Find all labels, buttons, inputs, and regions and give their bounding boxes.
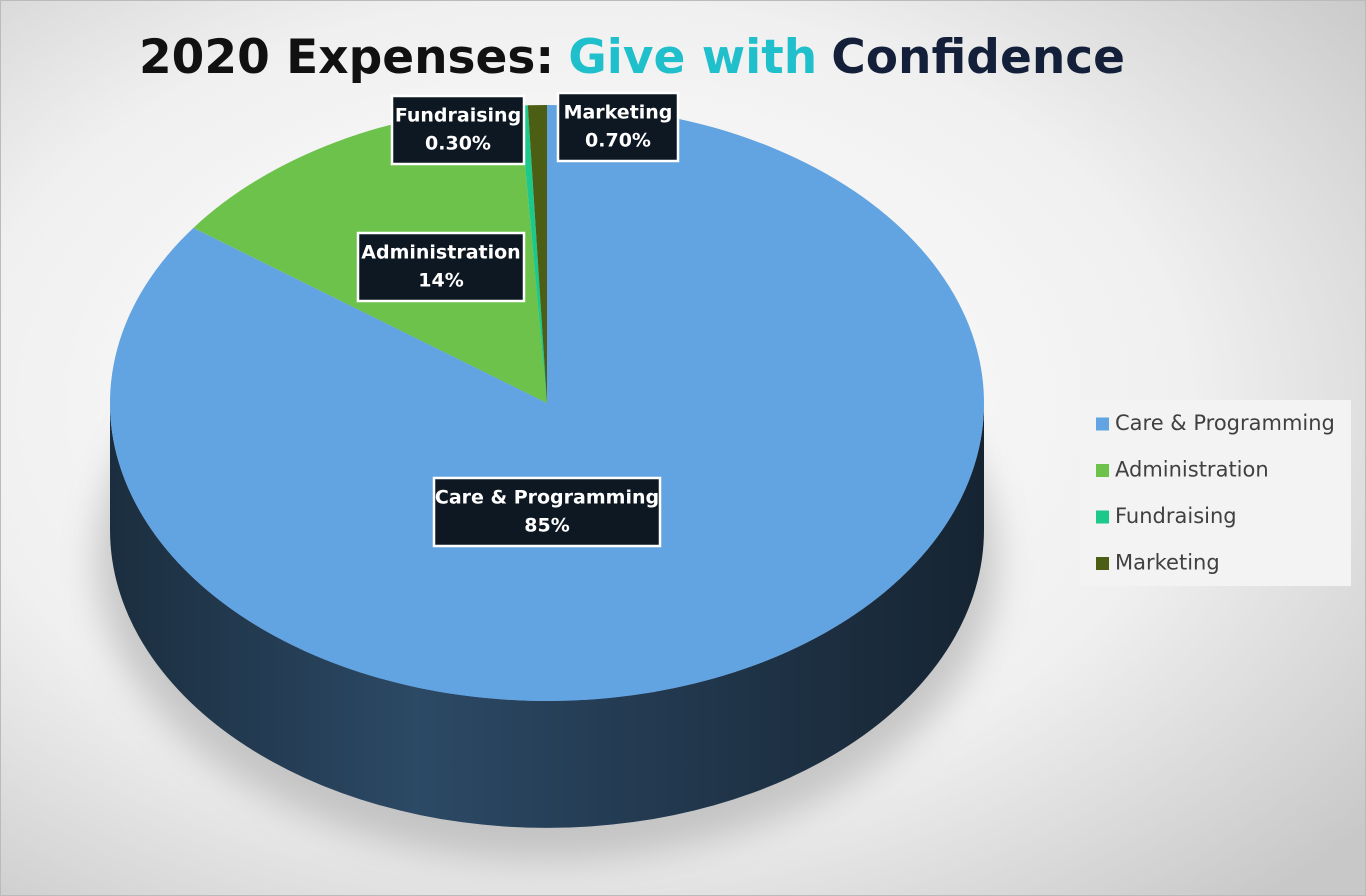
slice — [519, 105, 547, 404]
legend-label: Fundraising — [1115, 504, 1237, 528]
slice — [527, 105, 547, 403]
title-part: Confidence — [831, 30, 1125, 85]
slice-side — [110, 403, 984, 828]
data-label-value: 85% — [524, 515, 569, 537]
legend-swatch — [1096, 557, 1109, 570]
title-part: 2020 Expenses: — [139, 30, 554, 85]
data-label-category: Administration — [361, 242, 520, 264]
legend-swatch — [1096, 417, 1109, 431]
chart-title: 2020 Expenses: Give with Confidence — [139, 30, 1125, 85]
data-label-value: 14% — [418, 270, 463, 292]
data-label-box — [556, 91, 680, 163]
data-label-box — [390, 94, 526, 166]
data-label-category: Marketing — [564, 102, 673, 124]
legend-swatch — [1096, 464, 1109, 477]
legend-swatch — [1096, 510, 1109, 524]
legend-label: Care & Programming — [1115, 411, 1335, 435]
data-label-box — [356, 231, 526, 303]
data-label-box — [432, 476, 662, 548]
data-label-category: Fundraising — [395, 105, 521, 127]
data-label-category: Care & Programming — [435, 487, 659, 509]
legend-label: Administration — [1115, 458, 1269, 482]
title-part: Give with — [568, 30, 817, 85]
data-label-value: 0.70% — [585, 130, 651, 152]
legend-label: Marketing — [1115, 551, 1220, 575]
data-label-value: 0.30% — [425, 133, 491, 155]
legend-box — [1080, 400, 1351, 586]
